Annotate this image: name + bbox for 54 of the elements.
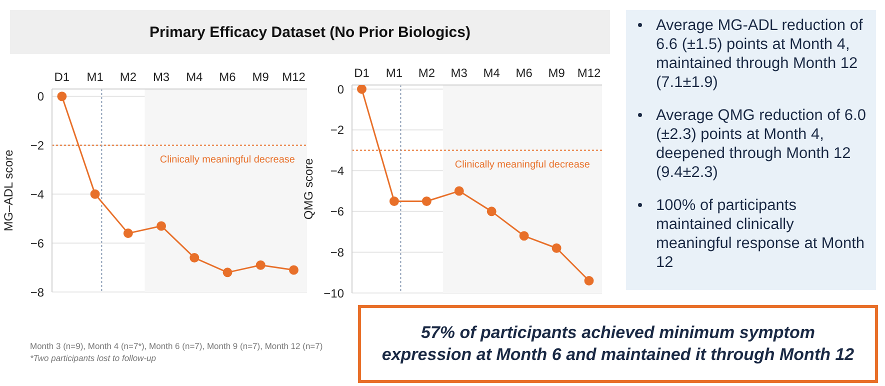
x-tick-label: M4 bbox=[186, 70, 204, 84]
point bbox=[190, 253, 200, 263]
y-tick-label: −8 bbox=[30, 285, 44, 300]
point bbox=[389, 196, 399, 206]
x-tick-label: M9 bbox=[548, 66, 566, 80]
y-tick-label: −2 bbox=[330, 123, 344, 138]
x-tick-label: M6 bbox=[516, 66, 533, 80]
point bbox=[90, 189, 100, 199]
y-tick-label: −6 bbox=[30, 236, 44, 250]
text: Average MG-ADL reduction of 6.6 (±1.5) points at Month 4, maintained through Month 12 (7.1±1.9) bbox=[656, 16, 864, 92]
ref-line-label: Clinically meaningful decrease bbox=[454, 159, 590, 170]
x-tick-label: M6 bbox=[219, 70, 236, 84]
y-axis-title: QMG score bbox=[301, 158, 316, 220]
point bbox=[256, 260, 266, 270]
x-tick-label: D1 bbox=[54, 70, 70, 84]
y-tick-label: −6 bbox=[330, 204, 344, 219]
x-tick-label: M9 bbox=[252, 70, 270, 84]
point bbox=[584, 276, 594, 286]
text: Average QMG reduction of 6.0 (±2.3) points at Month 4, deepened through Month 12 (9.4±2.3) bbox=[656, 106, 867, 182]
point bbox=[222, 268, 232, 278]
ref-line-label: Clinically meaningful decrease bbox=[160, 154, 296, 166]
x-tick-label: D1 bbox=[354, 66, 370, 80]
y-tick-label: 0 bbox=[337, 82, 344, 96]
y-tick-label: −8 bbox=[330, 245, 344, 260]
point bbox=[454, 186, 464, 196]
text: 100% of participants maintained clinically meaningful response at Month 12 bbox=[656, 196, 866, 272]
chart-title: Primary Efficacy Dataset (No Prior Biologics) bbox=[10, 10, 610, 54]
text: *Two participants lost to follow-up bbox=[30, 352, 157, 364]
point bbox=[123, 228, 133, 238]
x-tick-label: M2 bbox=[120, 70, 137, 84]
point bbox=[552, 243, 562, 253]
point bbox=[289, 265, 299, 275]
text: Month 3 (n=9), Month 4 (n=7*), Month 6 (n=7), Month 9 (n=7), Month 12 (n=7) bbox=[30, 340, 324, 352]
y-axis-title: MG–ADL score bbox=[1, 149, 16, 232]
x-tick-label: M2 bbox=[418, 66, 436, 80]
point bbox=[356, 85, 366, 94]
x-tick-label: M1 bbox=[386, 66, 403, 80]
y-tick-label: −10 bbox=[324, 286, 344, 300]
x-tick-label: M12 bbox=[577, 66, 602, 80]
x-tick-label: M12 bbox=[282, 70, 306, 84]
x-tick-label: M3 bbox=[152, 70, 170, 84]
y-tick-label: 0 bbox=[37, 90, 44, 104]
x-tick-label: M1 bbox=[86, 70, 104, 84]
point bbox=[156, 221, 166, 231]
point bbox=[422, 196, 432, 206]
point bbox=[486, 206, 496, 216]
y-tick-label: −2 bbox=[30, 138, 44, 153]
x-tick-label: M4 bbox=[483, 66, 500, 80]
text: 57% of participants achieved minimum symptom expression at Month 6 and maintained it through Month 12 bbox=[380, 322, 856, 366]
y-tick-label: −4 bbox=[330, 164, 344, 178]
point bbox=[519, 231, 529, 241]
y-tick-label: −4 bbox=[30, 187, 44, 202]
x-tick-label: M3 bbox=[450, 66, 468, 80]
point bbox=[57, 92, 67, 102]
